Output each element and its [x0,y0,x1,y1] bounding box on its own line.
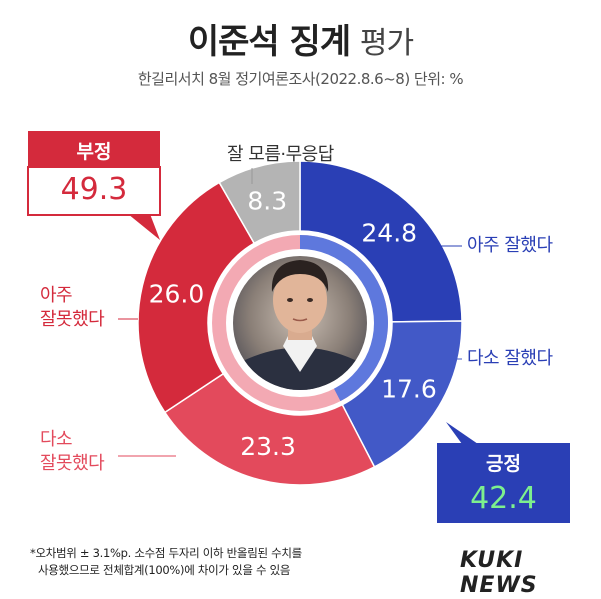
legend-label-dont-know: 잘 모름·무응답 [227,144,334,165]
portrait-photo [233,256,367,390]
slice-somewhat-bad [163,372,376,486]
negative-callout-value: 49.3 [60,172,128,207]
leader-lines [118,168,462,457]
legend-label-somewhat-bad-line2: 잘못했다 [40,453,105,474]
legend-label-very-good: 아주 잘했다 [467,235,553,256]
positive-callout-value: 42.4 [470,481,537,516]
slice-very-bad [137,181,256,414]
slice-very-good [299,160,463,323]
footnote-line1: *오차범위 ± 3.1%p. 소수점 두자리 이하 반올림된 수치를 [30,546,302,560]
legend-label-very-bad-line2: 잘못했다 [40,309,105,330]
chart-title-sub: 평가 [359,26,414,61]
legend-label-somewhat-bad: 다소 잘못했다 [40,428,105,476]
footnote-line2: 사용했으므로 전체합계(100%)에 차이가 있을 수 있음 [38,563,291,577]
chart-subtitle: 한길리서치 8월 정기여론조사(2022.8.6~8) 단위: % [137,70,464,88]
chart-title-main: 이준석 징계 [187,22,351,62]
negative-callout [27,131,161,240]
slice-dont-know [218,160,301,245]
legend-label-somewhat-good: 다소 잘했다 [467,348,553,369]
value-very-good: 24.8 [361,219,417,248]
positive-callout [437,422,570,523]
value-somewhat-bad: 23.3 [240,432,296,461]
positive-callout-label: 긍정 [486,453,521,475]
value-somewhat-good: 17.6 [381,374,437,403]
kuki-news-logo: KUKI NEWS [460,548,538,598]
chart-title: 이준석 징계 평가 [0,14,601,63]
value-dont-know: 8.3 [247,186,287,215]
negative-callout-label: 부정 [76,141,112,163]
value-very-bad: 26.0 [149,280,205,309]
legend-label-very-bad-line1: 아주 [40,285,73,306]
legend-label-very-bad: 아주 잘못했다 [40,284,105,332]
footnote: *오차범위 ± 3.1%p. 소수점 두자리 이하 반올림된 수치를 사용했으므… [30,545,302,579]
legend-label-somewhat-bad-line1: 다소 [40,429,73,450]
